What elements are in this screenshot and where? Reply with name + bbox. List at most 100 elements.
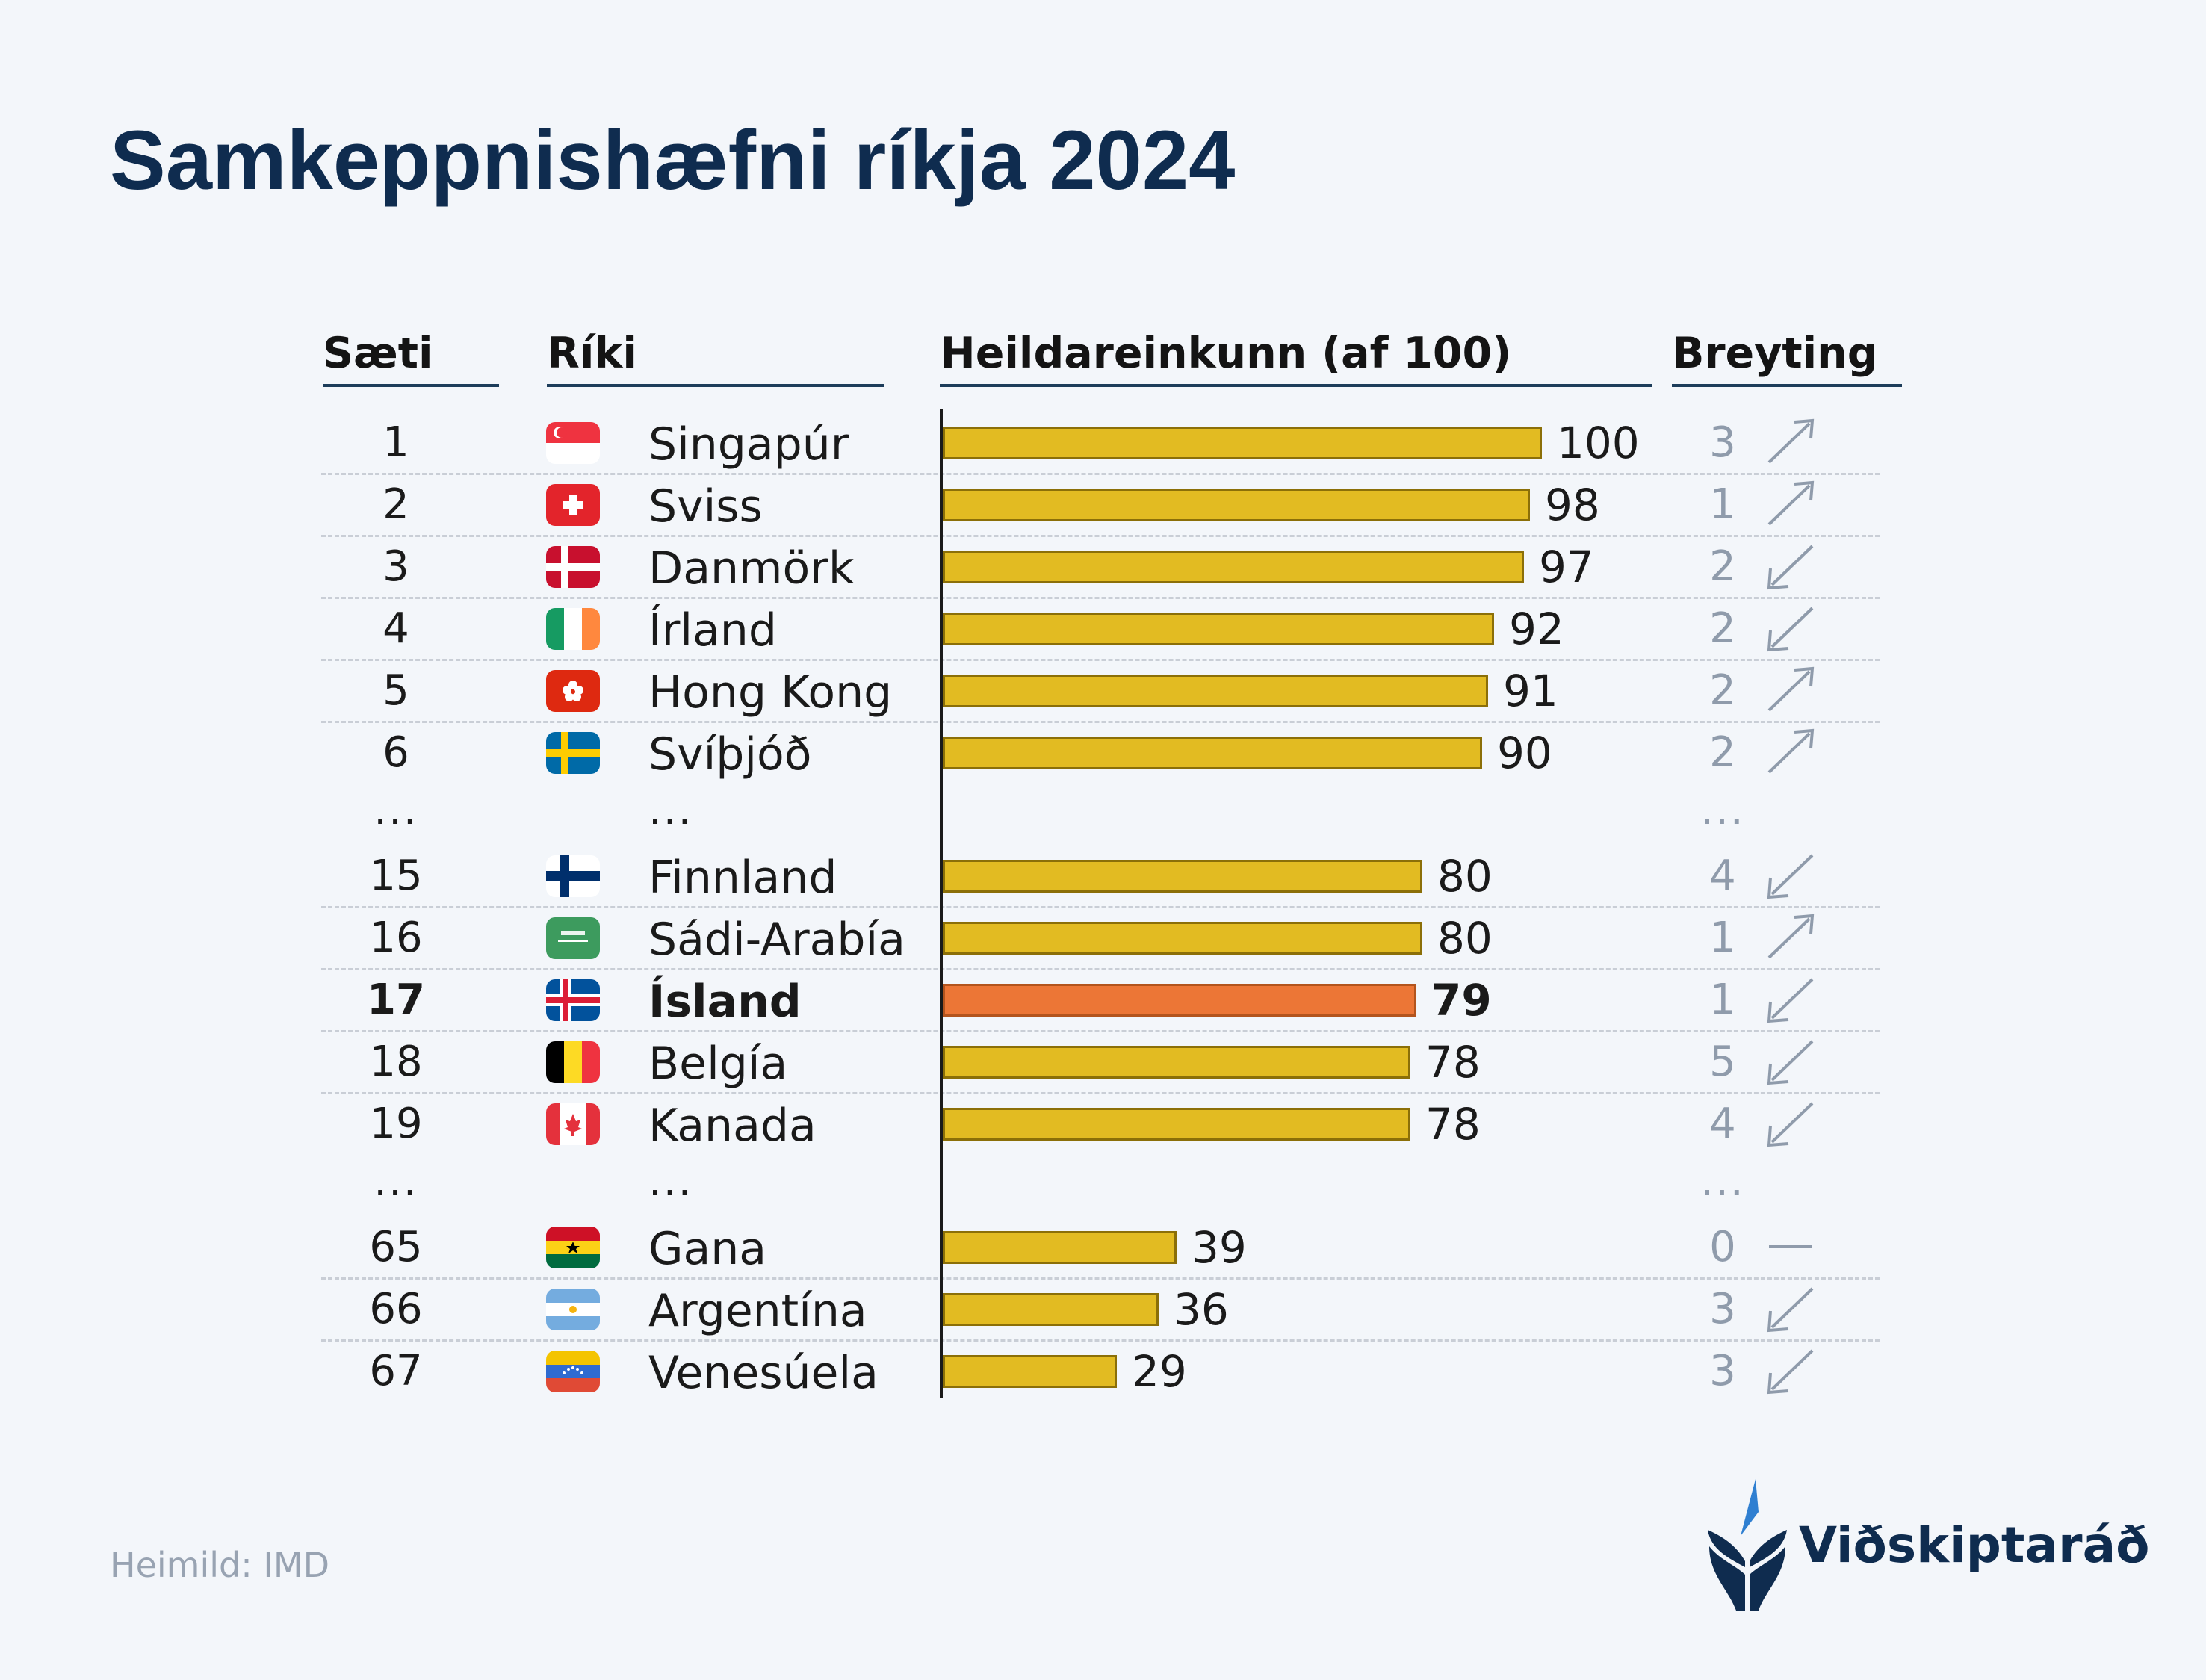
change-value-label: 3: [1709, 1285, 1736, 1333]
arrow-down-left-icon: [1767, 1102, 1814, 1147]
rank-label: 3: [382, 542, 409, 591]
row-divider: [321, 906, 1880, 908]
rank-label: 16: [369, 914, 423, 962]
country-label: Ísland: [648, 976, 802, 1028]
header-country: Ríki: [547, 320, 884, 387]
change-ellipsis: ...: [1700, 786, 1745, 834]
score-bar: [943, 551, 1524, 583]
change-value-label: 3: [1709, 1347, 1736, 1395]
change-value-label: 2: [1709, 666, 1736, 715]
rank-label: 5: [382, 666, 409, 715]
arrow-down-left-icon: [1767, 545, 1814, 590]
switzerland-flag-icon: [546, 484, 600, 526]
row-divider: [321, 597, 1880, 599]
country-label: Singapúr: [648, 418, 849, 471]
score-value-label: 78: [1425, 1037, 1481, 1088]
rank-label: 4: [382, 604, 409, 653]
rank-label: 17: [367, 976, 425, 1024]
change-value-label: 1: [1709, 914, 1736, 962]
score-bar: [943, 860, 1422, 893]
change-value-label: 5: [1709, 1038, 1736, 1086]
finland-flag-icon: [546, 855, 600, 897]
arrow-up-right-icon: [1767, 418, 1815, 464]
country-label: Írland: [648, 604, 777, 657]
rank-label: 15: [369, 852, 423, 900]
rank-label: 18: [369, 1038, 423, 1086]
rank-ellipsis: ...: [374, 786, 418, 834]
rank-label: 6: [382, 728, 409, 777]
score-value-label: 29: [1132, 1346, 1187, 1397]
score-bar: [943, 1046, 1410, 1079]
score-bar: [943, 1231, 1177, 1264]
country-ellipsis: ...: [648, 1157, 693, 1206]
arrow-down-left-icon: [1767, 1040, 1814, 1085]
row-divider: [321, 1277, 1880, 1280]
rank-label: 67: [369, 1347, 423, 1395]
rank-label: 2: [382, 480, 409, 529]
ireland-flag-icon: [546, 608, 600, 650]
change-value-label: 2: [1709, 728, 1736, 777]
score-bar: [943, 1355, 1117, 1388]
header-score: Heildareinkunn (af 100): [940, 320, 1652, 387]
country-ellipsis: ...: [648, 786, 693, 834]
arrow-up-right-icon: [1767, 728, 1815, 774]
country-label: Svíþjóð: [648, 728, 812, 781]
score-bar: [943, 427, 1542, 459]
rank-label: 19: [369, 1100, 423, 1148]
rank-label: 65: [369, 1223, 423, 1271]
row-divider: [321, 1339, 1880, 1342]
change-value-label: 1: [1709, 480, 1736, 529]
row-divider: [321, 721, 1880, 723]
sweden-flag-icon: [546, 732, 600, 774]
score-bar: [943, 675, 1488, 707]
score-value-label: 90: [1497, 728, 1552, 778]
score-value-label: 92: [1509, 604, 1564, 654]
score-bar: [943, 737, 1482, 769]
country-label: Sviss: [648, 480, 763, 533]
arrow-up-right-icon: [1767, 666, 1815, 712]
dash-icon: [1769, 1245, 1812, 1248]
row-divider: [321, 659, 1880, 661]
country-label: Hong Kong: [648, 666, 893, 719]
score-bar: [943, 1108, 1410, 1141]
score-bar: [943, 613, 1494, 645]
score-value-label: 98: [1545, 480, 1600, 530]
argentina-flag-icon: [546, 1289, 600, 1330]
arrow-down-left-icon: [1767, 607, 1814, 652]
score-bar: [943, 984, 1416, 1017]
row-divider: [321, 473, 1880, 475]
change-value-label: 2: [1709, 604, 1736, 653]
rank-ellipsis: ...: [374, 1157, 418, 1206]
arrow-up-right-icon: [1767, 480, 1815, 526]
ghana-flag-icon: [546, 1227, 600, 1268]
score-value-label: 36: [1174, 1284, 1229, 1335]
score-value-label: 97: [1539, 542, 1594, 592]
change-value-label: 4: [1709, 1100, 1736, 1148]
country-label: Belgía: [648, 1038, 788, 1090]
score-value-label: 100: [1557, 418, 1640, 468]
score-value-label: 80: [1437, 851, 1493, 902]
row-divider: [321, 535, 1880, 537]
belgium-flag-icon: [546, 1041, 600, 1083]
change-value-label: 0: [1709, 1223, 1736, 1271]
score-bar: [943, 489, 1530, 521]
score-axis-line: [940, 409, 943, 1398]
row-divider: [321, 1092, 1880, 1094]
row-divider: [321, 1030, 1880, 1032]
country-label: Kanada: [648, 1100, 817, 1152]
arrow-down-left-icon: [1767, 1287, 1814, 1333]
header-rank: Sæti: [323, 320, 499, 387]
source-note: Heimild: IMD: [110, 1545, 330, 1585]
row-divider: [321, 968, 1880, 970]
score-value-label: 78: [1425, 1099, 1481, 1150]
country-label: Venesúela: [648, 1347, 879, 1399]
change-value-label: 4: [1709, 852, 1736, 900]
score-value-label: 80: [1437, 913, 1493, 964]
vidskiptarad-logo-icon: [1708, 1479, 1787, 1611]
denmark-flag-icon: [546, 546, 600, 588]
country-label: Danmörk: [648, 542, 855, 595]
score-value-label: 91: [1503, 666, 1558, 716]
change-value-label: 1: [1709, 976, 1736, 1024]
rank-label: 1: [382, 418, 409, 467]
